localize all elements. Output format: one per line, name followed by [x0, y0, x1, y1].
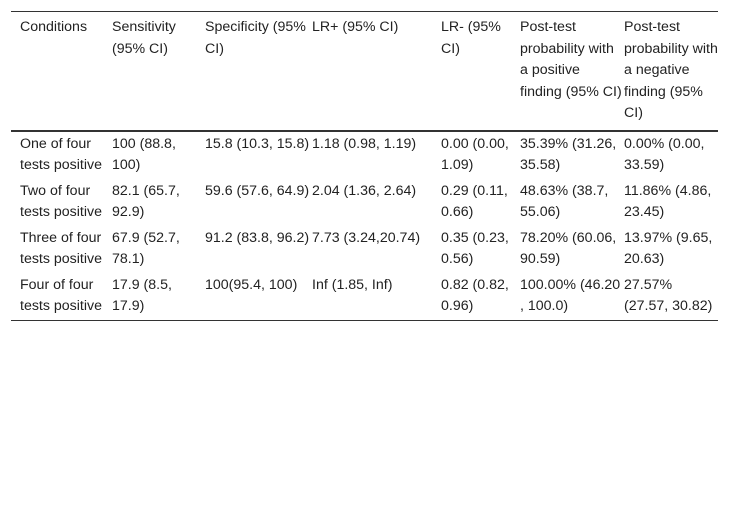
cell-lr-negative: 0.35 (0.23, 0.56) — [441, 229, 509, 268]
cell-specificity: 91.2 (83.8, 96.2) — [205, 229, 310, 246]
table-row: Four of four tests positive 17.9 (8.5, 1… — [11, 273, 718, 320]
cell-lr-negative: 0.29 (0.11, 0.66) — [441, 182, 508, 221]
header-lr-positive: LR+ (95% CI) — [312, 19, 399, 35]
cell-post-test-positive: 35.39% (31.26, 35.58) — [520, 135, 617, 174]
table-row: Three of four tests positive 67.9 (52.7,… — [11, 226, 718, 273]
table-header-row: Conditions Sensitivity (95% CI) Specific… — [11, 11, 718, 131]
results-table-container: Conditions Sensitivity (95% CI) Specific… — [11, 11, 718, 321]
header-conditions: Conditions — [20, 19, 88, 35]
header-sensitivity: Sensitivity (95% CI) — [112, 19, 176, 57]
cell-specificity: 15.8 (10.3, 15.8) — [205, 135, 310, 152]
cell-post-test-positive: 48.63% (38.7, 55.06) — [520, 182, 609, 221]
diagnostic-accuracy-table: Conditions Sensitivity (95% CI) Specific… — [11, 11, 718, 321]
cell-conditions: Two of four tests positive — [20, 182, 103, 221]
header-specificity: Specificity (95% CI) — [205, 19, 306, 57]
cell-sensitivity: 100 (88.8, 100) — [112, 135, 176, 174]
cell-lr-negative: 0.82 (0.82, 0.96) — [441, 276, 509, 315]
header-post-test-negative: Post-test probability with a negative fi… — [624, 19, 718, 121]
cell-post-test-positive: 100.00% (46.20 , 100.0) — [520, 276, 621, 315]
header-post-test-positive: Post-test probability with a positive fi… — [520, 19, 622, 100]
cell-post-test-negative: 13.97% (9.65, 20.63) — [624, 229, 713, 268]
cell-conditions: Three of four tests positive — [20, 229, 103, 268]
cell-post-test-positive: 78.20% (60.06, 90.59) — [520, 229, 617, 268]
cell-lr-positive: Inf (1.85, Inf) — [312, 276, 393, 293]
cell-post-test-negative: 0.00% (0.00, 33.59) — [624, 135, 705, 174]
cell-sensitivity: 17.9 (8.5, 17.9) — [112, 276, 172, 315]
cell-sensitivity: 82.1 (65.7, 92.9) — [112, 182, 180, 221]
cell-specificity: 59.6 (57.6, 64.9) — [205, 182, 310, 199]
cell-post-test-negative: 27.57% (27.57, 30.82) — [624, 276, 713, 315]
cell-lr-positive: 7.73 (3.24,20.74) — [312, 229, 421, 246]
cell-lr-positive: 1.18 (0.98, 1.19) — [312, 135, 417, 152]
cell-post-test-negative: 11.86% (4.86, 23.45) — [624, 182, 712, 221]
cell-lr-negative: 0.00 (0.00, 1.09) — [441, 135, 509, 174]
cell-lr-positive: 2.04 (1.36, 2.64) — [312, 182, 417, 199]
cell-conditions: One of four tests positive — [20, 135, 103, 174]
cell-conditions: Four of four tests positive — [20, 276, 103, 315]
cell-specificity: 100(95.4, 100) — [205, 276, 298, 293]
table-row: One of four tests positive 100 (88.8, 10… — [11, 131, 718, 179]
cell-sensitivity: 67.9 (52.7, 78.1) — [112, 229, 180, 268]
header-lr-negative: LR- (95% CI) — [441, 19, 501, 57]
table-row: Two of four tests positive 82.1 (65.7, 9… — [11, 179, 718, 226]
